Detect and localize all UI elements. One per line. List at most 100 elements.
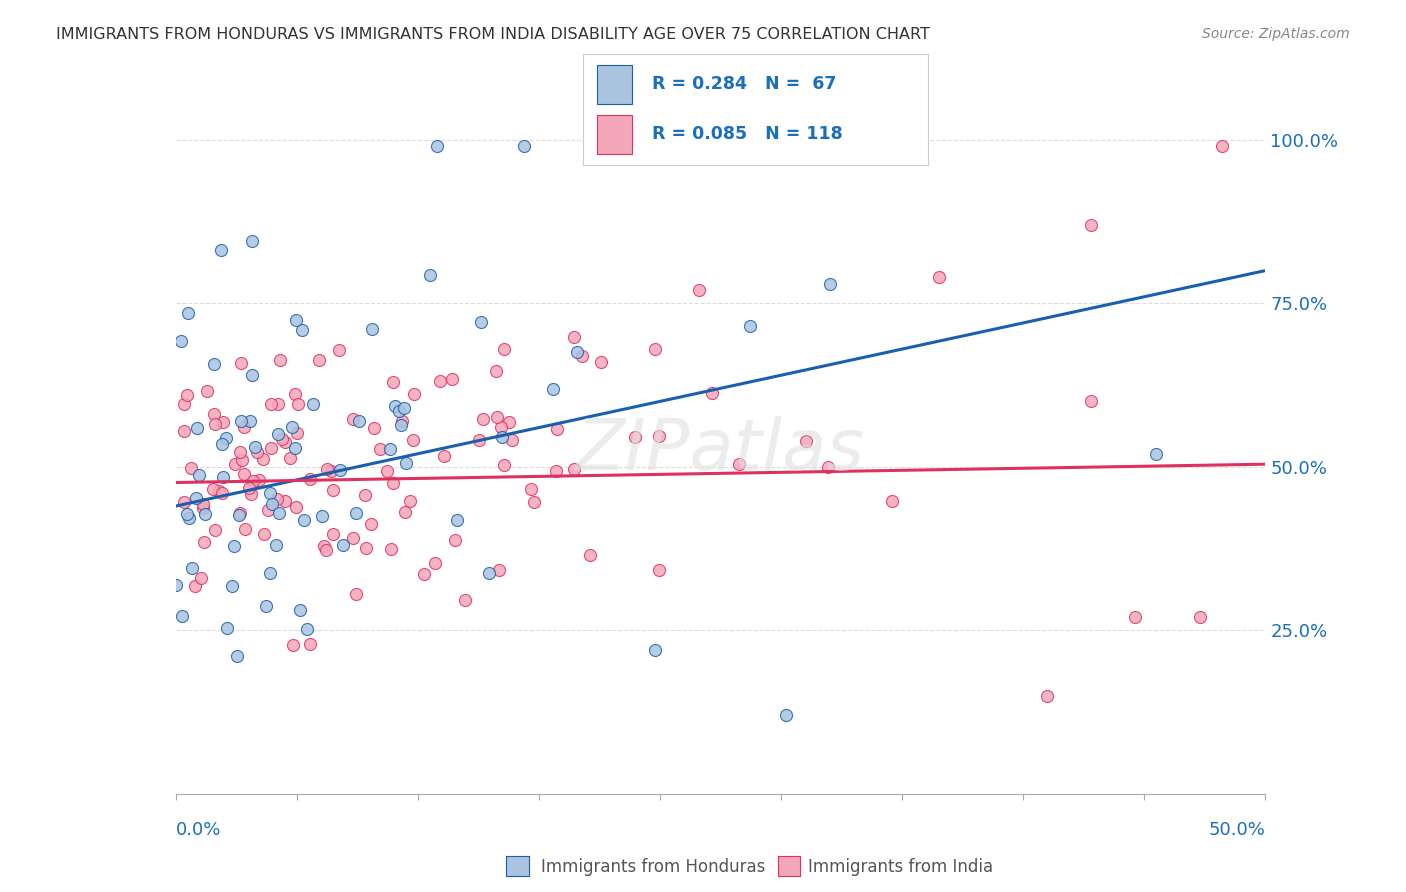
Point bbox=[274, 493, 297, 508]
Point bbox=[285, 500, 308, 515]
Point bbox=[188, 468, 211, 483]
Point bbox=[546, 422, 568, 436]
Point bbox=[287, 397, 309, 411]
Point bbox=[201, 482, 224, 496]
Point bbox=[494, 343, 516, 357]
FancyBboxPatch shape bbox=[598, 115, 631, 154]
Point bbox=[368, 442, 391, 457]
Point bbox=[264, 538, 287, 552]
Point bbox=[354, 541, 377, 556]
Point bbox=[316, 462, 339, 476]
Point bbox=[363, 421, 385, 435]
Point bbox=[928, 270, 950, 285]
Point bbox=[1080, 218, 1102, 232]
Point bbox=[285, 425, 308, 440]
Point bbox=[193, 535, 215, 549]
Point bbox=[468, 433, 491, 447]
Point bbox=[624, 430, 647, 444]
Point bbox=[478, 566, 501, 580]
Point bbox=[170, 608, 193, 623]
Point bbox=[184, 491, 207, 506]
Point bbox=[208, 483, 231, 498]
Point bbox=[389, 418, 412, 433]
Point bbox=[290, 323, 312, 337]
Point bbox=[191, 498, 214, 512]
Text: R = 0.085   N = 118: R = 0.085 N = 118 bbox=[652, 125, 844, 143]
Point bbox=[562, 462, 585, 476]
Point bbox=[380, 541, 402, 556]
Point bbox=[308, 353, 330, 368]
Point bbox=[565, 344, 588, 359]
Point bbox=[488, 563, 510, 577]
Point bbox=[775, 708, 797, 723]
Point bbox=[170, 334, 193, 348]
Point bbox=[267, 426, 290, 441]
Point bbox=[221, 579, 243, 593]
Point bbox=[202, 357, 225, 371]
Point bbox=[688, 283, 710, 297]
Point bbox=[589, 355, 612, 369]
Point bbox=[342, 411, 364, 425]
Point bbox=[190, 571, 212, 585]
Point bbox=[233, 522, 256, 536]
Point bbox=[501, 433, 523, 447]
Point bbox=[233, 420, 256, 434]
Point bbox=[384, 400, 406, 414]
Point bbox=[1123, 610, 1146, 624]
Point bbox=[648, 429, 671, 443]
Point bbox=[644, 643, 666, 657]
Point bbox=[388, 404, 411, 418]
Point bbox=[354, 488, 377, 502]
Point bbox=[269, 352, 291, 367]
Point bbox=[817, 460, 839, 475]
Point bbox=[252, 452, 274, 467]
Point bbox=[412, 566, 434, 581]
Point bbox=[342, 531, 364, 545]
Point bbox=[211, 469, 233, 483]
Text: Immigrants from Honduras: Immigrants from Honduras bbox=[541, 858, 766, 876]
Point bbox=[360, 516, 382, 531]
Point bbox=[176, 388, 198, 402]
Point bbox=[429, 374, 451, 388]
Point bbox=[382, 475, 405, 490]
Point bbox=[239, 486, 262, 500]
Point bbox=[202, 408, 225, 422]
Point bbox=[229, 414, 252, 428]
Point bbox=[239, 414, 262, 428]
Point bbox=[295, 622, 318, 636]
Point bbox=[322, 483, 344, 498]
Point bbox=[194, 507, 217, 521]
Point bbox=[177, 305, 200, 319]
Point bbox=[177, 511, 200, 525]
Point bbox=[444, 533, 467, 547]
Point bbox=[738, 319, 761, 334]
Point bbox=[224, 457, 246, 471]
Point bbox=[394, 401, 416, 416]
Point bbox=[391, 413, 413, 427]
Point bbox=[401, 433, 423, 447]
Point bbox=[246, 445, 269, 459]
Point bbox=[195, 384, 218, 399]
FancyBboxPatch shape bbox=[598, 65, 631, 103]
Point bbox=[446, 513, 468, 527]
Point bbox=[700, 386, 723, 401]
Point bbox=[191, 500, 214, 515]
Point bbox=[523, 495, 546, 509]
Point bbox=[571, 349, 593, 363]
Point bbox=[260, 442, 283, 456]
Point bbox=[302, 397, 325, 411]
Point bbox=[1036, 689, 1059, 703]
Point bbox=[332, 538, 354, 552]
Point bbox=[541, 382, 564, 396]
Point bbox=[288, 602, 311, 616]
Point bbox=[281, 638, 304, 652]
Point bbox=[269, 506, 291, 520]
Point bbox=[727, 457, 749, 471]
Point bbox=[513, 139, 536, 153]
Point bbox=[419, 268, 441, 282]
Point bbox=[215, 431, 238, 445]
Point bbox=[278, 450, 301, 465]
Point bbox=[259, 566, 281, 580]
Point bbox=[294, 513, 316, 527]
Point bbox=[211, 415, 233, 429]
